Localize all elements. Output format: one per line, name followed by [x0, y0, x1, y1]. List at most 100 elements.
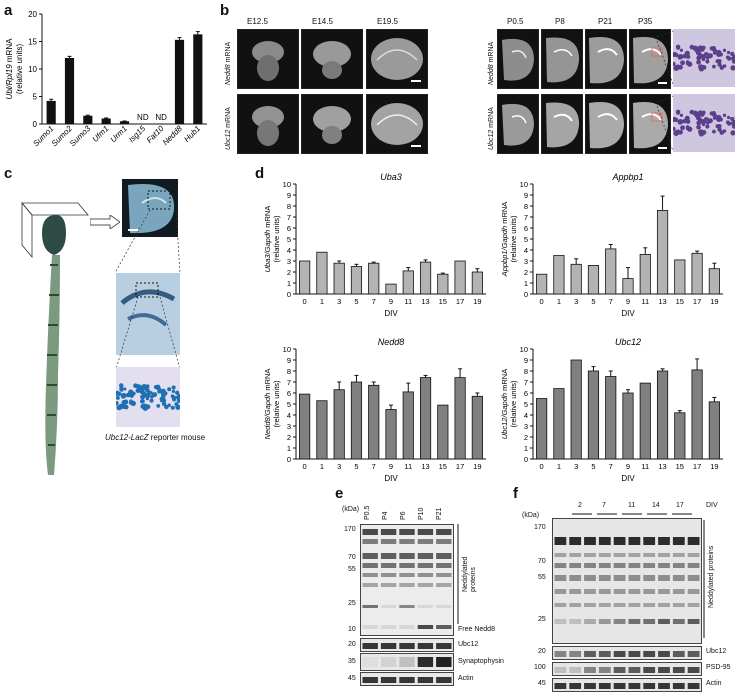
- brain-image-p8-ubc12: [541, 94, 583, 154]
- x-tick-label: 17: [456, 297, 464, 306]
- blot-band: [643, 589, 656, 594]
- actin-label-f: Actin: [706, 680, 722, 687]
- x-tick-label: 5: [354, 462, 358, 471]
- x-tick-label: 1: [320, 462, 324, 471]
- blot-band: [672, 589, 685, 594]
- cell-dot: [677, 120, 682, 125]
- brain-image-e19-ubc12: [366, 94, 428, 154]
- blot-band: [687, 563, 700, 568]
- ubc12-label-e: Ubc12: [458, 641, 479, 648]
- blot-band: [687, 667, 700, 673]
- blot-neddylated-f: [552, 518, 702, 644]
- cell-dot: [678, 129, 683, 135]
- marker-55-f: 55: [538, 574, 546, 581]
- cell-dot: [704, 117, 708, 121]
- x-tick-label: 0: [540, 462, 544, 471]
- blot-band: [613, 563, 626, 568]
- blot-band: [643, 575, 656, 581]
- blot-band: [554, 537, 567, 545]
- y-tick-label: 10: [520, 345, 528, 354]
- arrow-icon: [90, 215, 120, 229]
- cell-dot: [679, 48, 684, 52]
- age-label-p35: P35: [638, 17, 653, 26]
- blot-band: [687, 619, 700, 624]
- row2-label: Ubc12 mRNA: [225, 107, 232, 150]
- cell-dot: [709, 46, 714, 51]
- cell-dot: [722, 48, 727, 52]
- panel-c: Ubc12-LacZ reporter mouse: [0, 175, 250, 495]
- x-tick-label: 11: [641, 297, 649, 306]
- x-tick-label: 19: [710, 462, 718, 471]
- blot-band: [436, 583, 452, 587]
- cell-dot: [164, 404, 169, 410]
- blot-band: [628, 589, 641, 594]
- bar: [316, 251, 328, 295]
- x-tick-label: 7: [372, 462, 376, 471]
- x-tick-label: 13: [421, 297, 429, 306]
- cell-dot: [145, 392, 151, 399]
- blot-band: [436, 529, 452, 535]
- blot-band: [380, 625, 397, 629]
- bar-a: [83, 115, 93, 124]
- embryo-image-e12-ubc12: [237, 94, 299, 154]
- bar: [299, 393, 311, 460]
- x-tick-label: 17: [693, 462, 701, 471]
- blot-band: [569, 651, 582, 657]
- x-tick-label: 11: [404, 297, 412, 306]
- blot-band: [628, 553, 641, 557]
- cell-dot: [726, 115, 731, 120]
- y-tick-label: 2: [287, 433, 291, 442]
- blot-band: [628, 683, 641, 689]
- y-tick-label: 9: [287, 356, 291, 365]
- blot-band: [584, 575, 596, 581]
- blot-band: [554, 651, 567, 657]
- blot-band: [584, 651, 596, 657]
- blot-band: [362, 657, 378, 667]
- blot-band: [658, 651, 670, 657]
- bar: [350, 381, 363, 460]
- blot-ubc12-e: [360, 638, 454, 652]
- histology-inset-ubc12: [673, 94, 735, 152]
- blot-band: [417, 643, 434, 649]
- cell-dot: [170, 405, 175, 410]
- cell-dot: [123, 404, 129, 410]
- x-tick-label-a: Isg15: [127, 124, 148, 145]
- bar: [385, 409, 397, 460]
- x-tick-label: 17: [456, 462, 464, 471]
- y-tick-label: 2: [524, 433, 528, 442]
- blot-band: [643, 563, 656, 568]
- bar-a: [101, 118, 111, 124]
- blot-band: [380, 583, 397, 587]
- blot-band: [658, 563, 670, 568]
- cell-dot: [716, 116, 722, 122]
- blot-band: [613, 603, 626, 607]
- cell-dot: [696, 55, 702, 61]
- blot-band: [598, 575, 611, 581]
- blot-band: [672, 563, 685, 568]
- cell-dot: [673, 61, 676, 67]
- blot-band: [436, 657, 452, 667]
- blot-band: [399, 539, 415, 544]
- blot-band: [598, 603, 611, 607]
- cell-dot: [153, 384, 159, 390]
- age-label-p21: P21: [598, 17, 613, 26]
- blot-band: [380, 605, 397, 608]
- y-tick-label: 1: [524, 279, 528, 288]
- x-tick-label: 3: [337, 297, 341, 306]
- y-tick-label: 0: [524, 455, 528, 464]
- marker-70-e: 70: [348, 554, 356, 561]
- reporter-caption: Ubc12-LacZ reporter mouse: [104, 433, 206, 442]
- blot-band: [613, 553, 626, 557]
- cell-dot: [167, 387, 172, 392]
- marker-35-e: 35: [348, 658, 356, 665]
- y-tick-label: 8: [524, 367, 528, 376]
- x-tick-label: 0: [303, 462, 307, 471]
- blot-synaptophysin-e: [360, 653, 454, 671]
- bar: [471, 271, 483, 295]
- bar: [674, 412, 686, 460]
- blot-band: [362, 539, 378, 544]
- blot-band: [436, 677, 452, 683]
- blot-band: [672, 619, 685, 624]
- bar: [553, 388, 565, 460]
- cell-dot: [717, 62, 722, 67]
